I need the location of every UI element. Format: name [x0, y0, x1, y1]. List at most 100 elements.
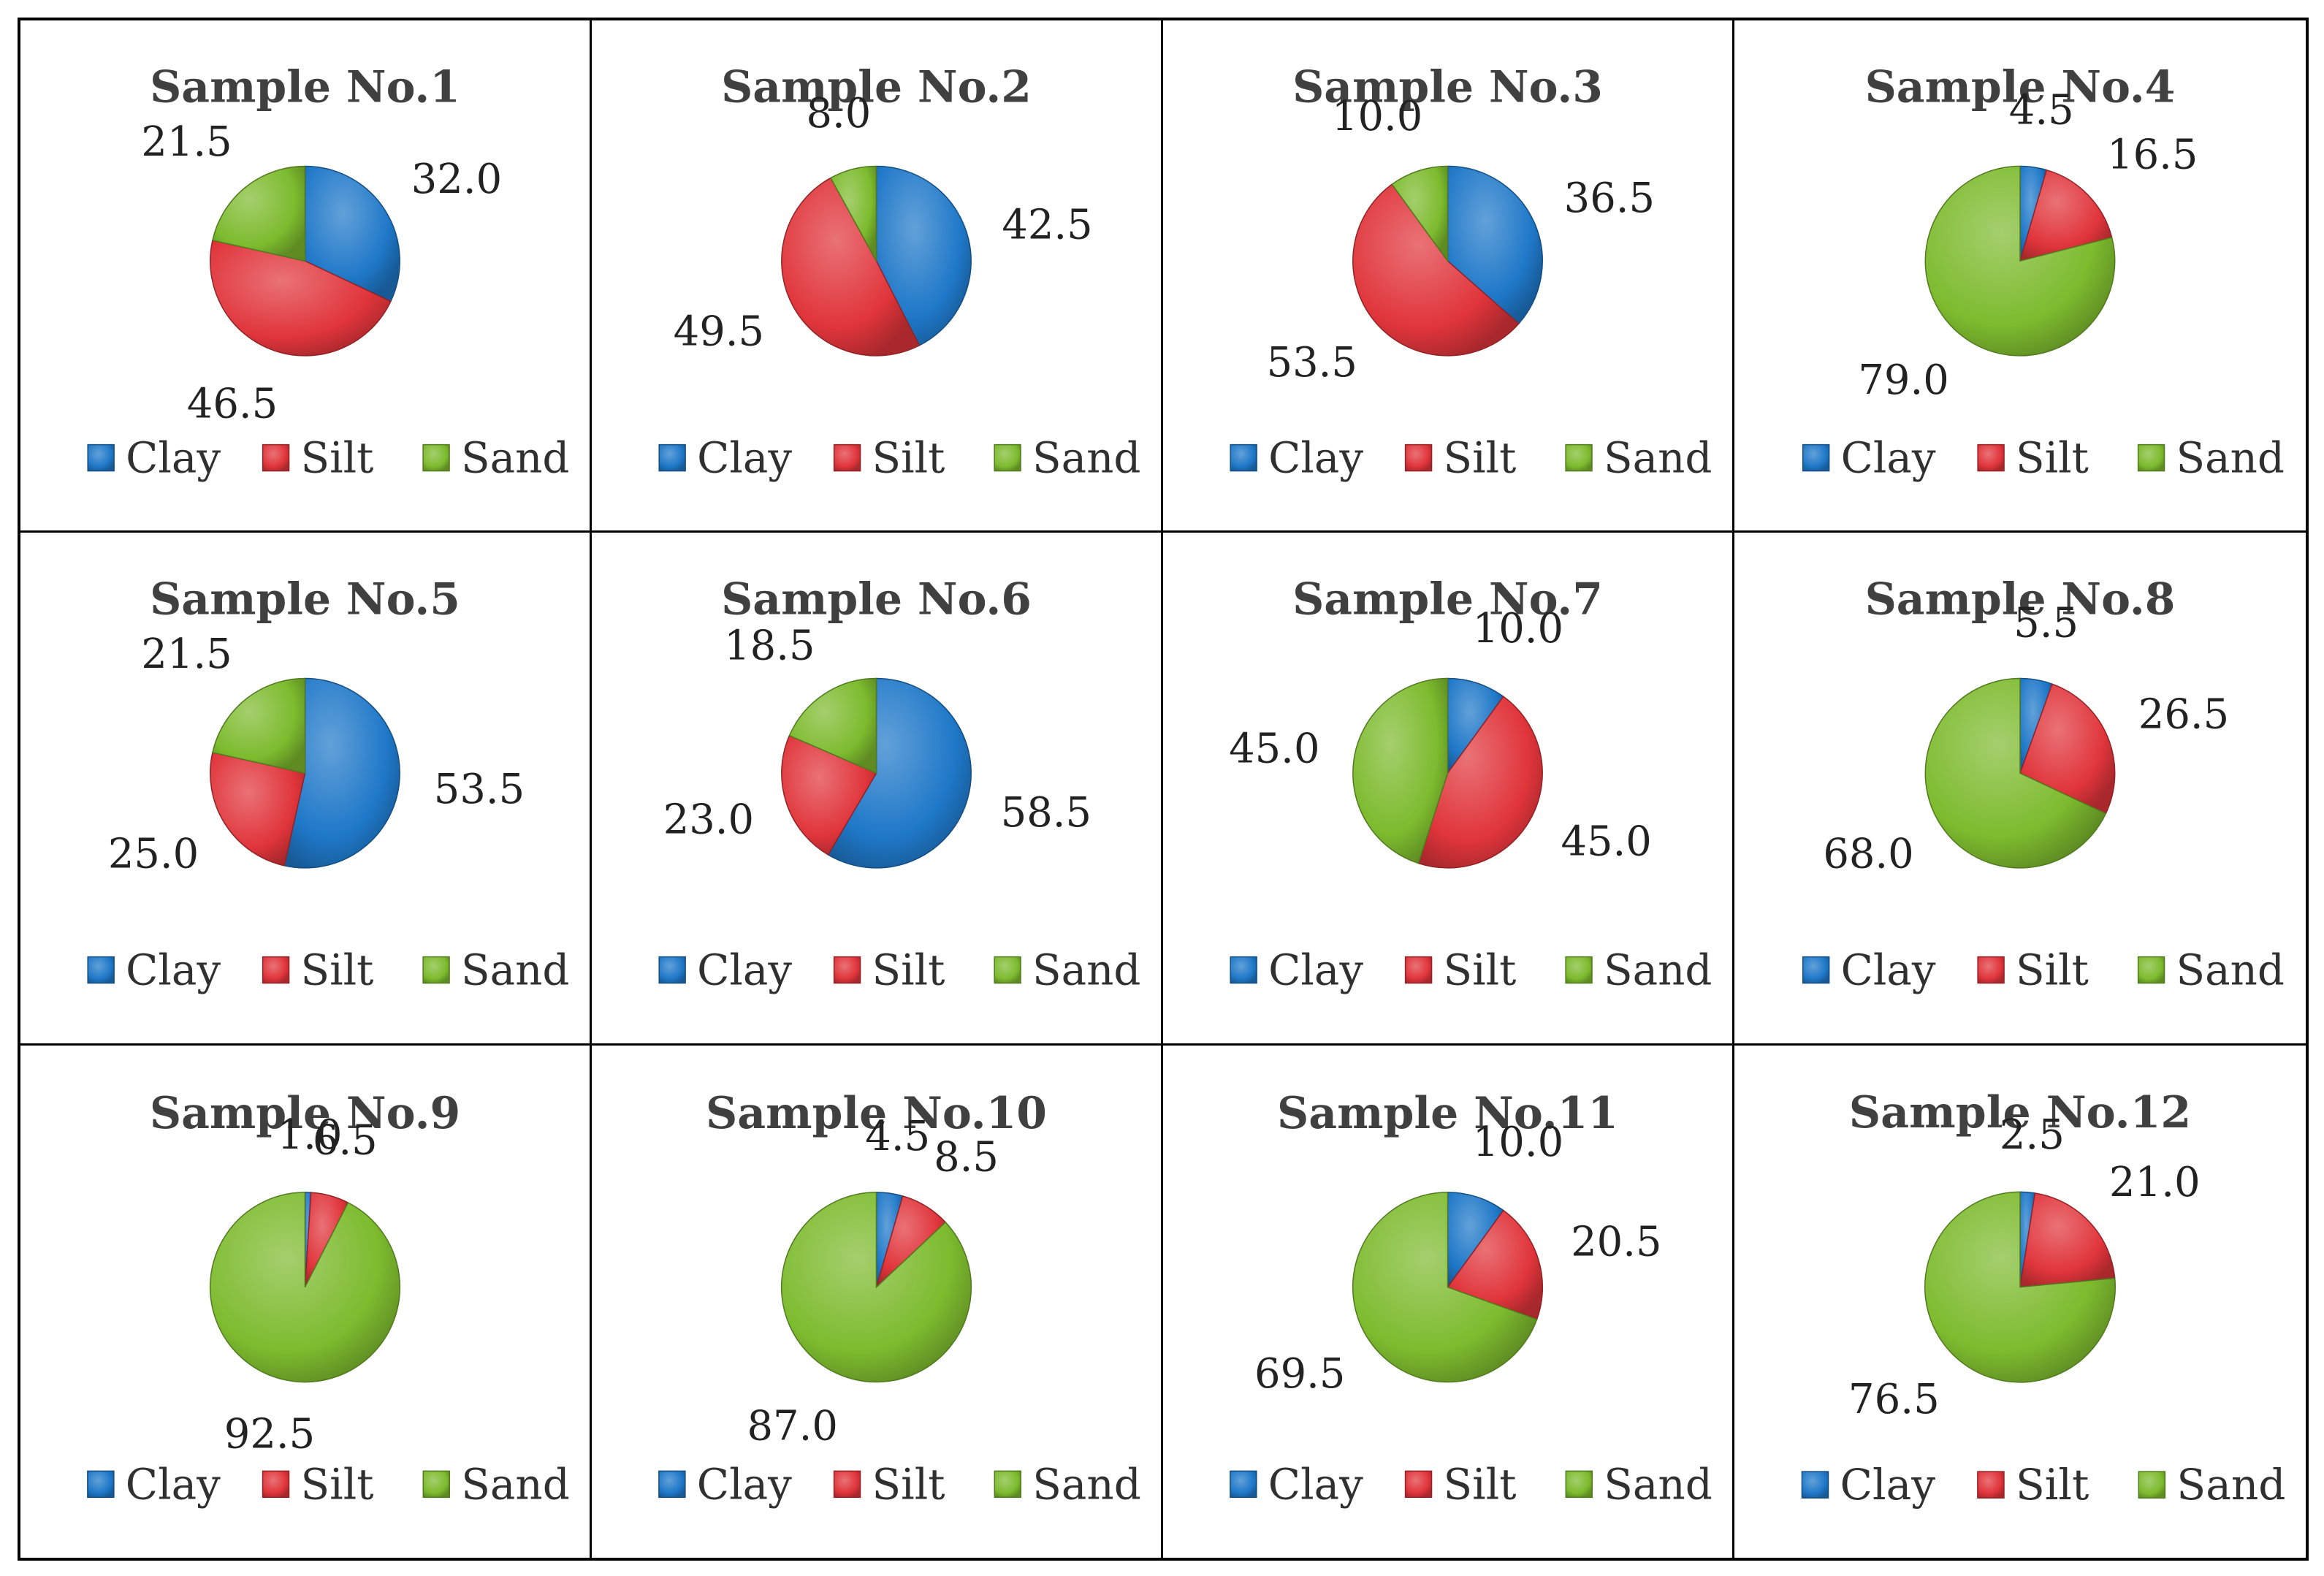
data-label-sand: 79.0 — [1858, 357, 1948, 404]
pie-slice-silt — [2019, 1192, 2116, 1288]
pie-slice-sand — [1924, 1191, 2116, 1383]
legend-label-clay: Clay — [1840, 1460, 1936, 1510]
data-label-sand: 69.5 — [1254, 1350, 1345, 1398]
legend-swatch-silt — [833, 956, 861, 984]
pie-chart: Sample No.2 42.5 49.5 8.0 Clay Silt Sand — [658, 62, 1140, 483]
pie-slice-silt — [781, 735, 877, 856]
pie-slice-clay — [1447, 1191, 1504, 1289]
chart-title: Sample No.9 — [150, 1088, 460, 1139]
data-label-clay: 10.0 — [1473, 605, 1563, 652]
data-label-clay: 5.5 — [2014, 600, 2079, 647]
pie-slice-sand — [1352, 678, 1449, 864]
legend-label-silt: Silt — [1444, 1459, 1517, 1509]
pie-chart: Sample No.122.5 21.0 76.5 Clay Silt Sand — [1801, 1087, 2285, 1510]
legend-swatch-silt — [262, 444, 290, 472]
legend-swatch-silt — [1977, 444, 2005, 472]
legend-label-clay: Clay — [1268, 945, 1363, 995]
legend-label-sand: Sand — [461, 945, 569, 995]
legend-label-sand: Sand — [2176, 945, 2284, 995]
chart-panel: Sample No.11 10.0 20.5 69.5 Clay Silt Sand — [1163, 1045, 1734, 1558]
pie-chart: Sample No.104.5 8.5 87.0 Clay Silt Sand — [658, 1088, 1141, 1509]
legend-swatch-clay — [1230, 956, 1257, 984]
data-label-sand: 21.5 — [141, 631, 232, 679]
legend-label-silt: Silt — [872, 433, 945, 483]
data-label-silt: 26.5 — [2138, 691, 2229, 739]
pie-slice-sand — [212, 165, 306, 262]
pie-slice-sand — [1352, 1191, 1538, 1382]
legend-swatch-silt — [262, 956, 290, 984]
pie-chart: Sample No.6 58.5 23.0 18.5 Clay Silt Sand — [658, 574, 1140, 995]
data-label-sand: 10.0 — [1332, 93, 1422, 140]
chart-panel: Sample No.12 2.5 21.0 76.5 Clay Silt Sand — [1734, 1046, 2306, 1558]
chart-panel: Sample No.3 36.5 53.5 10.0 Clay Silt Sand — [1163, 20, 1734, 533]
chart-panel: Sample No.6 58.5 23.0 18.5 Clay Silt Sand — [592, 533, 1163, 1046]
legend-swatch-sand — [422, 1470, 450, 1498]
legend-label-silt: Silt — [872, 1459, 945, 1509]
data-label-silt: 8.5 — [934, 1133, 999, 1181]
legend-swatch-silt — [833, 1470, 861, 1498]
legend-swatch-sand — [2138, 1471, 2166, 1499]
legend-swatch-clay — [1230, 444, 1257, 472]
legend-label-sand: Sand — [461, 433, 569, 483]
pie-slice-silt — [2019, 683, 2116, 815]
legend-label-sand: Sand — [1604, 433, 1712, 483]
pie-slice-clay — [283, 678, 400, 869]
pie-slice-clay — [1447, 678, 1504, 775]
legend-swatch-silt — [833, 444, 861, 472]
legend-swatch-sand — [422, 444, 450, 472]
pie-chart: Sample No.1 32.0 46.5 21.5 Clay Silt Sand — [87, 62, 569, 483]
data-label-silt: 49.5 — [674, 308, 764, 355]
legend-label-silt: Silt — [301, 433, 374, 483]
legend-label-clay: Clay — [697, 1459, 792, 1509]
pie-slice-silt — [1447, 1209, 1544, 1320]
legend-label-sand: Sand — [461, 1459, 570, 1509]
legend-swatch-sand — [422, 956, 450, 984]
legend-swatch-sand — [2137, 444, 2165, 472]
data-label-silt: 21.0 — [2109, 1159, 2201, 1206]
pie-slice-sand — [212, 678, 306, 774]
legend-label-clay: Clay — [1268, 433, 1363, 483]
chart-title: Sample No.11 — [1277, 1088, 1618, 1139]
legend-label-clay: Clay — [697, 433, 792, 483]
data-label-clay: 4.5 — [865, 1113, 930, 1160]
chart-panel: Sample No.4 4.5 16.5 79.0 Clay Silt Sand — [1734, 20, 2306, 533]
data-label-sand: 76.5 — [1848, 1375, 1940, 1423]
legend-swatch-clay — [1801, 1471, 1829, 1499]
chart-panel: Sample No.5 53.5 25.0 21.5 Clay Silt Sand — [20, 533, 592, 1046]
data-label-sand: 87.0 — [747, 1402, 837, 1450]
legend-swatch-sand — [1565, 444, 1593, 472]
legend-swatch-silt — [1404, 444, 1433, 472]
data-label-clay: 36.5 — [1564, 175, 1655, 222]
data-label-clay: 4.5 — [2009, 87, 2074, 134]
pie-slice-silt — [781, 177, 921, 357]
legend-label-sand: Sand — [2176, 1460, 2285, 1510]
legend-label-silt: Silt — [301, 945, 374, 995]
legend-label-silt: Silt — [872, 945, 945, 995]
pie-slice-sand — [780, 1191, 972, 1382]
legend-label-sand: Sand — [1032, 945, 1140, 995]
chart-panel: Sample No.1 32.0 46.5 21.5 Clay Silt Sand — [20, 20, 592, 533]
pie-slice-silt — [210, 240, 392, 357]
legend-swatch-clay — [658, 444, 686, 472]
chart-title: Sample No.4 — [1865, 62, 2176, 113]
data-label-clay: 2.5 — [2000, 1111, 2065, 1159]
chart-title: Sample No.3 — [1292, 62, 1603, 113]
chart-panel: Sample No.10 4.5 8.5 87.0 Clay Silt Sand — [592, 1045, 1163, 1558]
data-label-silt: 53.5 — [1267, 339, 1357, 387]
pie-slice-sand — [1924, 165, 2116, 357]
pie-chart: Sample No.710.0 45.0 45.0 Clay Silt Sand — [1229, 574, 1712, 995]
pie-slice-sand — [788, 678, 877, 774]
legend-swatch-clay — [87, 1470, 115, 1498]
legend-label-clay: Clay — [1841, 945, 1936, 995]
chart-title: Sample No.5 — [150, 574, 460, 625]
legend-label-sand: Sand — [1604, 1459, 1712, 1509]
data-label-clay: 42.5 — [1002, 202, 1092, 249]
data-label-sand: 21.5 — [141, 118, 232, 166]
pie-slice-sand — [209, 1191, 401, 1382]
pie-slice-silt — [1352, 183, 1520, 357]
legend-label-silt: Silt — [1444, 945, 1517, 995]
legend-label-sand: Sand — [1032, 1459, 1141, 1509]
data-label-silt: 25.0 — [108, 831, 199, 878]
legend-swatch-sand — [1565, 956, 1593, 984]
